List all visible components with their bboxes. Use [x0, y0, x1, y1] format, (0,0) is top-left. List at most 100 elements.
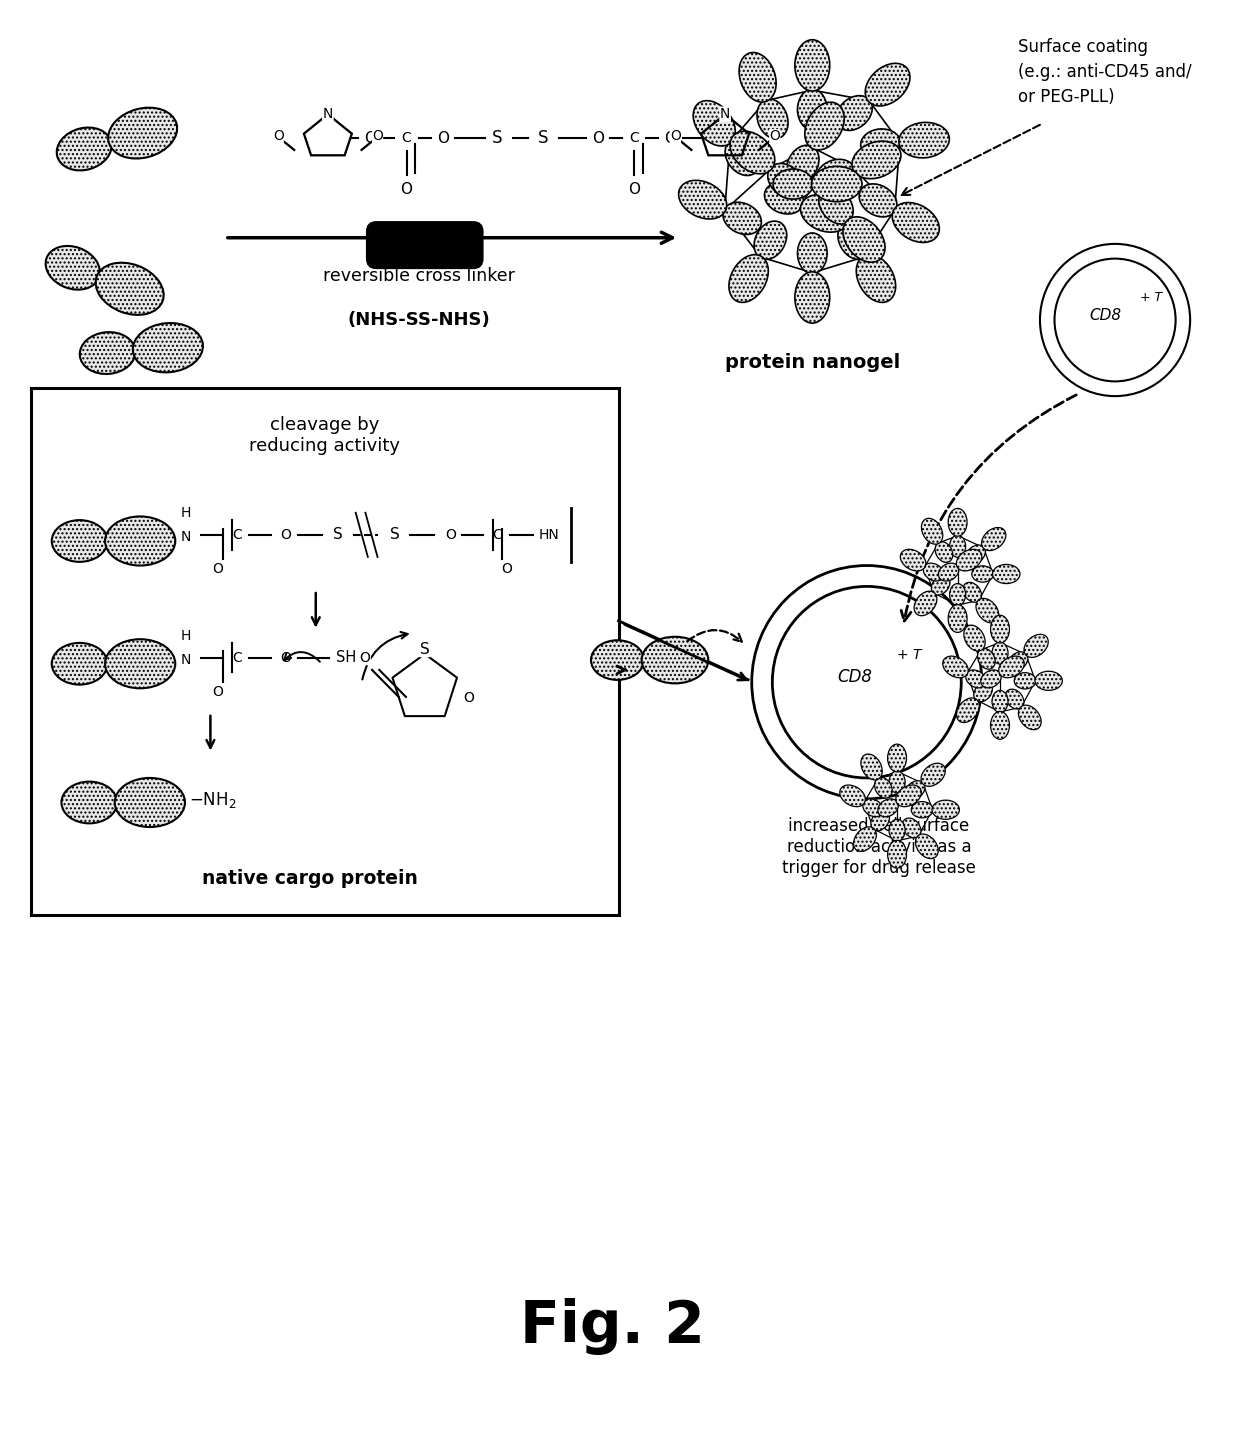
Ellipse shape [816, 160, 854, 191]
Text: H: H [181, 506, 191, 519]
Ellipse shape [889, 771, 905, 792]
Ellipse shape [729, 255, 769, 302]
Text: $-\mathrm{NH_2}$: $-\mathrm{NH_2}$ [188, 789, 236, 810]
Text: C: C [492, 528, 502, 542]
Ellipse shape [939, 564, 959, 581]
Text: CD8: CD8 [837, 669, 872, 686]
FancyBboxPatch shape [367, 221, 482, 269]
Text: O: O [280, 528, 291, 542]
Ellipse shape [805, 102, 844, 150]
Ellipse shape [1018, 705, 1042, 729]
Ellipse shape [725, 139, 759, 175]
Text: SH: SH [336, 650, 356, 666]
Text: S: S [332, 528, 342, 542]
Ellipse shape [62, 782, 117, 824]
Text: CD8: CD8 [1089, 308, 1121, 322]
Ellipse shape [739, 52, 776, 102]
Ellipse shape [966, 545, 986, 564]
Ellipse shape [976, 598, 998, 623]
Text: O: O [372, 129, 383, 144]
Ellipse shape [1024, 634, 1048, 657]
Text: proteins: proteins [71, 413, 150, 431]
Ellipse shape [797, 89, 827, 129]
Ellipse shape [1008, 651, 1028, 670]
Text: increased cell surface
reduction activity as a
trigger for drug release: increased cell surface reduction activit… [782, 817, 976, 877]
Ellipse shape [963, 582, 982, 603]
Text: Surface coating
(e.g.: anti-CD45 and/
or PEG-PLL): Surface coating (e.g.: anti-CD45 and/ or… [1018, 37, 1192, 105]
Ellipse shape [950, 584, 966, 605]
Ellipse shape [905, 781, 925, 800]
Ellipse shape [900, 549, 926, 571]
Ellipse shape [859, 184, 897, 217]
FancyBboxPatch shape [31, 387, 619, 916]
Ellipse shape [949, 509, 967, 536]
Ellipse shape [861, 129, 900, 160]
Text: O: O [436, 131, 449, 145]
Ellipse shape [857, 255, 895, 302]
Text: H: H [181, 628, 191, 643]
Text: S: S [538, 129, 548, 147]
Text: O: O [591, 131, 604, 145]
Text: proteins: proteins [71, 413, 150, 431]
Ellipse shape [693, 101, 735, 147]
Ellipse shape [935, 542, 952, 562]
Ellipse shape [836, 96, 872, 131]
Ellipse shape [924, 564, 944, 581]
Circle shape [751, 565, 982, 798]
Ellipse shape [956, 549, 982, 571]
Ellipse shape [764, 183, 804, 214]
Ellipse shape [730, 131, 775, 174]
Ellipse shape [914, 591, 937, 615]
Text: protein nanogel: protein nanogel [724, 354, 900, 372]
Ellipse shape [1006, 689, 1024, 709]
Text: + T: + T [897, 649, 921, 661]
Text: O: O [670, 129, 681, 144]
Text: Fig. 2: Fig. 2 [520, 1299, 704, 1355]
Ellipse shape [863, 800, 883, 817]
Circle shape [1040, 244, 1190, 395]
Text: (NHS-SS-NHS): (NHS-SS-NHS) [347, 312, 490, 329]
Text: C: C [402, 131, 412, 145]
Ellipse shape [838, 221, 870, 259]
Ellipse shape [795, 40, 830, 91]
Text: cleavage by
reducing activity: cleavage by reducing activity [249, 416, 399, 454]
Ellipse shape [981, 670, 1001, 687]
Text: native cargo protein: native cargo protein [202, 869, 418, 887]
Ellipse shape [853, 827, 877, 851]
Ellipse shape [992, 565, 1021, 584]
Ellipse shape [1014, 673, 1035, 689]
Ellipse shape [931, 575, 950, 595]
Ellipse shape [723, 203, 761, 234]
Ellipse shape [754, 221, 786, 259]
Ellipse shape [982, 528, 1006, 551]
Ellipse shape [641, 637, 708, 683]
Ellipse shape [889, 820, 905, 841]
Ellipse shape [911, 801, 932, 818]
Text: N: N [720, 108, 730, 121]
Circle shape [773, 587, 961, 778]
Text: O: O [665, 131, 677, 145]
Text: O: O [280, 650, 291, 664]
Ellipse shape [874, 778, 893, 798]
Ellipse shape [95, 263, 164, 315]
Ellipse shape [888, 840, 906, 869]
Ellipse shape [57, 128, 112, 171]
Ellipse shape [942, 656, 968, 677]
Text: HN: HN [539, 528, 560, 542]
Text: O: O [769, 129, 780, 144]
Text: S: S [492, 129, 502, 147]
Ellipse shape [899, 122, 950, 158]
Text: + T: + T [1141, 292, 1162, 305]
Ellipse shape [977, 649, 996, 669]
Ellipse shape [105, 516, 175, 565]
Text: O: O [212, 562, 223, 577]
Ellipse shape [52, 643, 108, 684]
Ellipse shape [903, 818, 921, 838]
Ellipse shape [921, 518, 942, 544]
Text: N: N [322, 108, 334, 121]
Ellipse shape [888, 743, 906, 772]
Ellipse shape [972, 567, 993, 582]
Ellipse shape [797, 233, 827, 273]
Ellipse shape [915, 834, 939, 858]
Text: O: O [212, 684, 223, 699]
